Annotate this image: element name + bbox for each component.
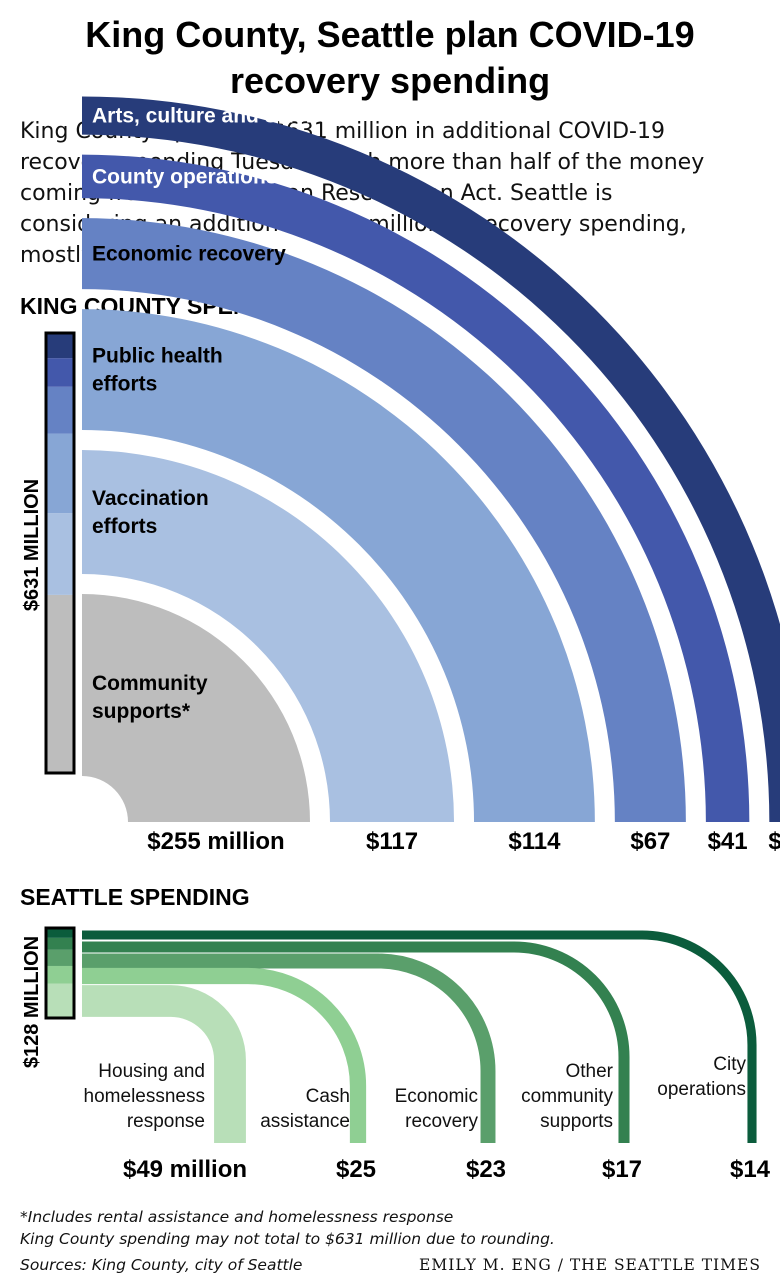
king-county-stack-frame	[44, 331, 76, 775]
flow-economic-recovery	[82, 953, 496, 1143]
seattle-value-label-cash-assistance: $25	[336, 1156, 376, 1183]
seattle-arcs	[82, 930, 757, 1143]
seattle-stack-frame	[44, 926, 76, 1020]
flow-cash-assistance	[82, 967, 367, 1143]
stack-segment-arts-culture-and-science	[46, 333, 74, 359]
seattle-label-housing-and-homelessness-response-3: response	[127, 1111, 205, 1132]
stack-segment-city-operations	[46, 928, 74, 938]
category-label-vaccination-efforts-2: efforts	[92, 515, 157, 538]
seattle-label-economic-recovery-1: Economic	[395, 1086, 478, 1107]
king-county-arcs	[82, 96, 780, 822]
category-label-economic-recovery-1: Economic recovery	[92, 243, 286, 266]
arc-community-supports	[82, 594, 310, 822]
stack-segment-housing-and-homelessness-response	[46, 983, 74, 1018]
seattle-label-economic-recovery-2: recovery	[405, 1111, 478, 1132]
credit: EMILY M. ENG / THE SEATTLE TIMES	[419, 1256, 761, 1274]
seattle-label-housing-and-homelessness-response-2: homelessness	[84, 1086, 205, 1107]
value-label-arts-culture-and-science: $36	[768, 828, 780, 855]
category-label-public-health-efforts-1: Public health	[92, 345, 223, 368]
arc-county-operations	[82, 154, 750, 822]
king-county-category-labels: Community supports* Vaccination efforts Publ…	[92, 105, 342, 723]
seattle-section-title: SEATTLE SPENDING	[20, 884, 250, 910]
sources: Sources: King County, city of Seattle	[20, 1256, 302, 1274]
footnote-1: *Includes rental assistance and homeless…	[20, 1208, 453, 1226]
seattle-label-housing-and-homelessness-response-1: Housing and	[98, 1061, 205, 1082]
title-line-1: King County, Seattle plan COVID-19	[85, 14, 694, 55]
category-label-community-supports-1: Community	[92, 672, 208, 695]
footnote-2: King County spending may not total to $6…	[20, 1230, 555, 1248]
arc-public-health-efforts	[82, 309, 595, 822]
seattle-stack-bar	[46, 928, 74, 1018]
stack-segment-cash-assistance	[46, 965, 74, 984]
value-label-vaccination-efforts: $117	[366, 828, 418, 855]
category-label-community-supports-2: supports*	[92, 700, 191, 723]
value-label-public-health-efforts: $114	[508, 828, 561, 855]
seattle-label-cash-assistance-1: Cash	[306, 1086, 350, 1107]
title-line-2: recovery spending	[230, 60, 550, 101]
seattle-total-label: $128 MILLION	[21, 936, 43, 1068]
seattle-label-city-operations-1: City	[713, 1054, 746, 1075]
seattle-value-label-economic-recovery: $23	[466, 1156, 506, 1183]
category-label-county-operations-1: County operations	[92, 165, 278, 188]
stack-segment-economic-recovery	[46, 949, 74, 966]
flow-other-community-supports	[82, 941, 630, 1143]
seattle-label-other-community-supports-1: Other	[565, 1061, 613, 1082]
king-county-stack-bar	[46, 333, 74, 773]
stack-segment-vaccination-efforts	[46, 513, 74, 595]
seattle-label-city-operations-2: operations	[657, 1079, 746, 1100]
seattle-label-other-community-supports-2: community	[521, 1086, 613, 1107]
flow-city-operations	[82, 930, 757, 1143]
stack-segment-other-community-supports	[46, 937, 74, 950]
flow-housing-and-homelessness-response	[82, 985, 246, 1143]
seattle-value-label-housing-and-homelessness-response: $49 million	[123, 1156, 247, 1183]
value-label-economic-recovery: $67	[630, 828, 670, 855]
king-county-value-labels: $255 million $117 $114 $67 $41 $36	[147, 828, 780, 855]
seattle-category-labels: Housing and homelessness response Cash assis…	[84, 1054, 747, 1132]
value-label-community-supports: $255 million	[147, 828, 284, 855]
seattle-value-label-other-community-supports: $17	[602, 1156, 642, 1183]
arc-vaccination-efforts	[82, 449, 455, 822]
arc-economic-recovery	[82, 218, 686, 822]
category-label-arts-culture-and-science-1: Arts, culture and science	[92, 105, 342, 128]
king-county-total-label: $631 MILLION	[21, 479, 43, 611]
category-label-public-health-efforts-2: efforts	[92, 373, 157, 396]
stack-segment-public-health-efforts	[46, 433, 74, 514]
value-label-county-operations: $41	[708, 828, 748, 855]
stack-segment-county-operations	[46, 358, 74, 387]
stack-segment-economic-recovery	[46, 386, 74, 434]
seattle-label-other-community-supports-3: supports	[540, 1111, 613, 1132]
seattle-value-label-city-operations: $14	[730, 1156, 771, 1183]
seattle-value-labels: $49 million $25 $23 $17 $14	[123, 1156, 771, 1183]
seattle-label-cash-assistance-2: assistance	[260, 1111, 350, 1132]
stack-segment-community-supports	[46, 594, 74, 773]
category-label-vaccination-efforts-1: Vaccination	[92, 487, 209, 510]
